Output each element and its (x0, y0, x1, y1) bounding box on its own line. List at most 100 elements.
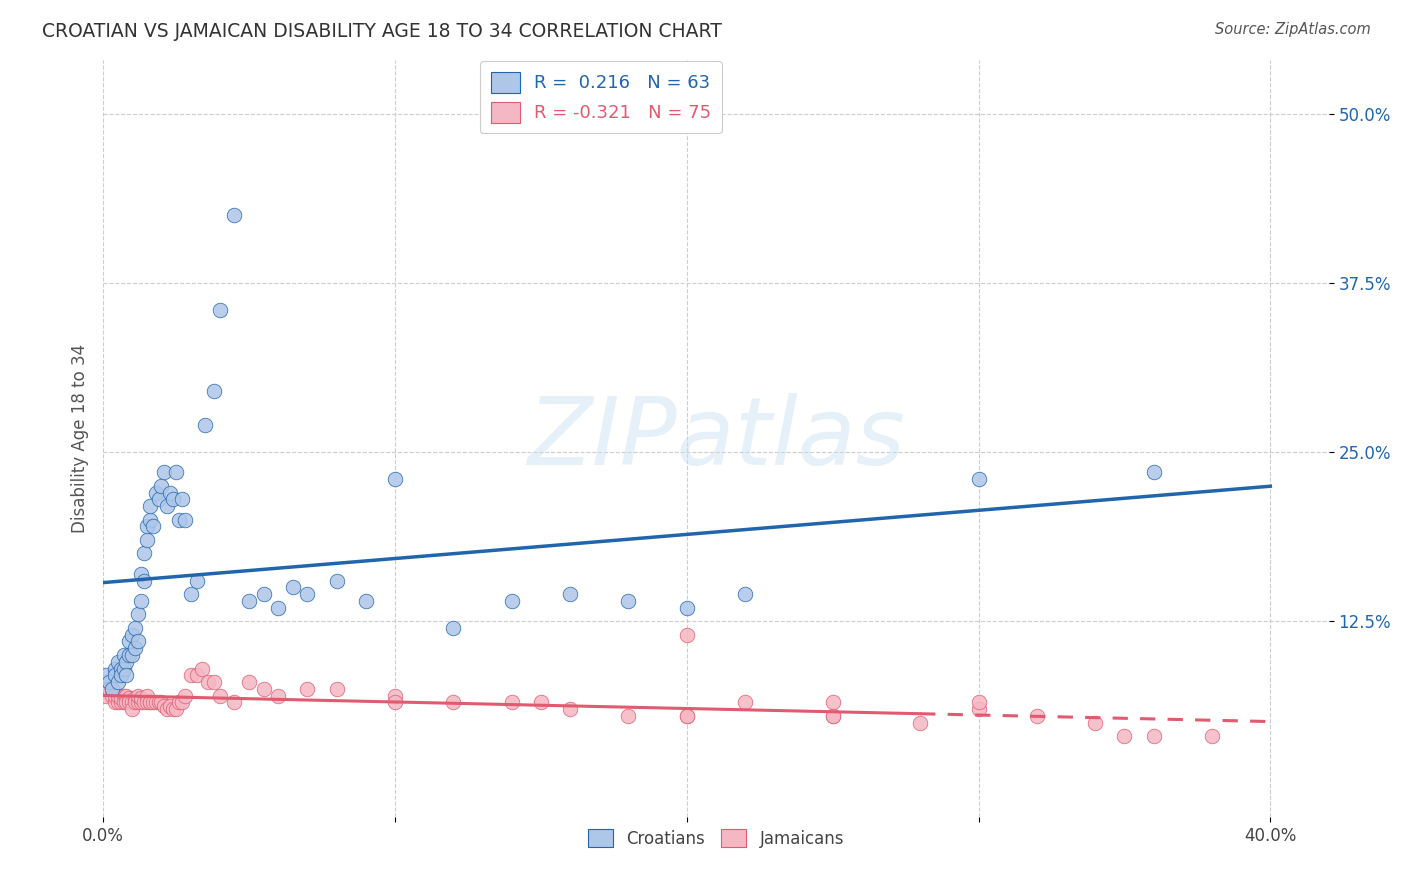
Point (1142, 729, 1164, 743)
Point (124, 695, 146, 709)
Point (107, 675, 129, 690)
Point (148, 695, 170, 709)
Point (173, 513, 195, 527)
Point (238, 675, 260, 690)
Point (170, 695, 193, 709)
Point (135, 689, 157, 703)
Point (180, 587, 202, 601)
Point (121, 702, 143, 716)
Point (208, 689, 231, 703)
Point (675, 709, 697, 723)
Point (165, 465, 187, 479)
Point (297, 681, 319, 696)
Point (121, 695, 143, 709)
Point (1201, 729, 1223, 743)
Point (1114, 729, 1136, 743)
Point (127, 695, 149, 709)
Point (617, 709, 640, 723)
Point (159, 485, 181, 500)
Point (132, 574, 155, 588)
Point (135, 533, 157, 547)
Point (675, 628, 697, 642)
Point (252, 681, 274, 696)
Point (1025, 709, 1047, 723)
Point (104, 668, 127, 682)
Point (107, 695, 129, 709)
Point (127, 689, 149, 703)
Point (325, 574, 347, 588)
Point (101, 681, 124, 696)
Point (129, 695, 152, 709)
Point (127, 607, 149, 622)
Point (97, 675, 120, 690)
Point (501, 695, 523, 709)
Point (127, 634, 149, 648)
Point (110, 691, 132, 706)
Point (121, 628, 143, 642)
Point (118, 691, 141, 706)
Point (170, 492, 193, 507)
Point (112, 695, 135, 709)
Point (194, 417, 217, 432)
Point (162, 702, 184, 716)
Point (107, 655, 129, 669)
Point (354, 594, 377, 608)
Point (167, 695, 190, 709)
Point (384, 695, 406, 709)
Point (142, 519, 165, 533)
Point (118, 648, 141, 662)
Point (252, 587, 274, 601)
Point (441, 621, 464, 635)
Point (1142, 465, 1164, 479)
Point (124, 641, 146, 656)
Point (135, 519, 157, 533)
Point (162, 492, 184, 507)
Point (297, 587, 319, 601)
Point (208, 302, 231, 317)
Point (150, 479, 173, 493)
Point (118, 634, 141, 648)
Point (115, 668, 138, 682)
Point (150, 695, 173, 709)
Point (145, 695, 167, 709)
Text: CROATIAN VS JAMAICAN DISABILITY AGE 18 TO 34 CORRELATION CHART: CROATIAN VS JAMAICAN DISABILITY AGE 18 T… (42, 22, 723, 41)
Point (173, 689, 195, 703)
Point (124, 691, 146, 706)
Point (156, 499, 179, 513)
Point (267, 689, 290, 703)
Point (156, 702, 179, 716)
Point (107, 689, 129, 703)
Point (617, 594, 640, 608)
Point (186, 668, 208, 682)
Point (101, 689, 124, 703)
Point (734, 695, 756, 709)
Point (112, 689, 135, 703)
Point (202, 675, 225, 690)
Point (94, 668, 117, 682)
Point (530, 695, 553, 709)
Point (675, 709, 697, 723)
Point (129, 691, 152, 706)
Point (191, 661, 214, 675)
Point (384, 689, 406, 703)
Point (441, 695, 464, 709)
Point (202, 384, 225, 398)
Point (153, 465, 176, 479)
Point (139, 513, 162, 527)
Point (121, 648, 143, 662)
Point (97, 681, 120, 696)
Point (384, 472, 406, 486)
Point (186, 574, 208, 588)
Point (967, 695, 990, 709)
Point (734, 587, 756, 601)
Point (139, 695, 162, 709)
Point (267, 600, 290, 615)
Point (104, 689, 127, 703)
Point (281, 580, 304, 594)
Point (132, 695, 155, 709)
Point (94, 681, 117, 696)
Point (112, 661, 135, 675)
Point (197, 675, 219, 690)
Point (94, 689, 117, 703)
Point (115, 695, 138, 709)
